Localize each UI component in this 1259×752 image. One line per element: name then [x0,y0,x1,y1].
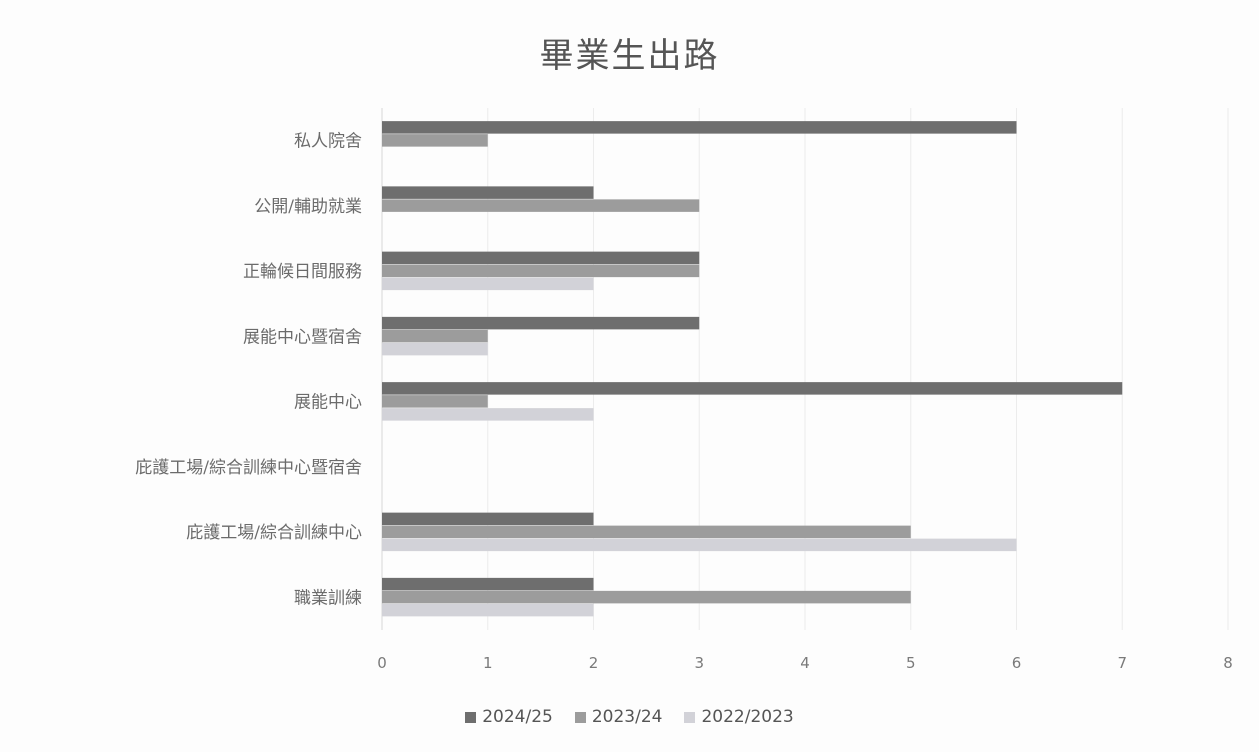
x-tick-label: 2 [589,654,599,672]
legend-swatch [684,711,696,723]
bar [382,199,700,212]
legend-swatch [574,711,586,723]
bar [382,525,911,539]
category-label: 私人院舍 [294,132,362,152]
bar [382,316,700,330]
bar [382,590,911,604]
x-tick-label: 3 [694,654,704,672]
bar [382,512,594,526]
x-tick-label: 4 [800,654,810,672]
category-label: 庇護工場/綜合訓練中心 [186,523,362,543]
legend-label: 2023/24 [591,707,663,727]
category-label: 展能中心暨宿舍 [243,327,362,347]
bar [382,329,488,343]
category-label: 職業訓練 [294,588,362,608]
bar [382,342,488,356]
legend-label: 2024/25 [482,707,553,727]
bar [382,277,594,291]
x-tick-label: 1 [483,654,493,672]
category-label: 正輪候日間服務 [243,262,362,282]
legend-item: 2023/24 [574,707,663,727]
bar [382,382,1123,395]
bar [382,538,1017,552]
x-tick-label: 0 [377,654,387,672]
category-label: 庇護工場/綜合訓練中心暨宿舍 [135,458,362,478]
legend-label: 2022/2023 [701,707,794,727]
bar [382,134,488,147]
chart-title: 畢業生出路 [539,36,720,76]
bar [382,395,488,408]
bar [382,264,700,278]
legend-item: 2022/2023 [684,707,794,727]
bar [382,121,1017,134]
bar [382,577,594,591]
x-tick-label: 5 [906,654,916,672]
x-tick-label: 7 [1117,654,1127,672]
legend-swatch [465,711,477,723]
category-label: 公開/輔助就業 [254,197,362,217]
category-label: 展能中心 [294,393,362,413]
bar [382,186,594,199]
bar [382,603,594,617]
legend-item: 2024/25 [465,707,553,727]
bar [382,251,700,265]
bar [382,408,594,421]
chart-legend: 2024/25 2023/24 2022/2023 [0,707,1259,727]
x-tick-label: 6 [1012,654,1022,672]
x-tick-label: 8 [1223,654,1233,672]
